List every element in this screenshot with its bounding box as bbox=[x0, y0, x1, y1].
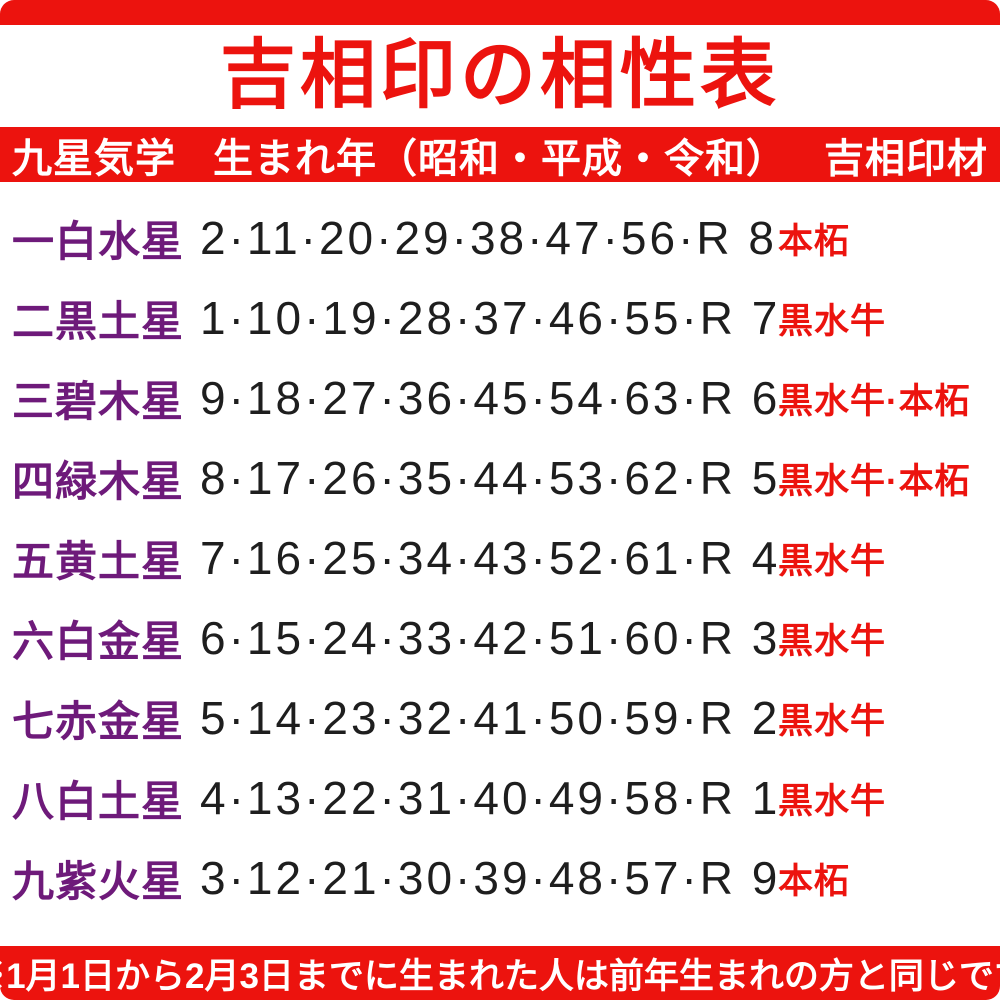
page-title: 吉相印の相性表 bbox=[220, 33, 780, 118]
footer-note-band: ※1月1日から2月3日までに生まれた人は前年生まれの方と同じです bbox=[0, 946, 1000, 1000]
footer-note: ※1月1日から2月3日までに生まれた人は前年生まれの方と同じです bbox=[0, 956, 1000, 996]
table-row: 一白水星 2·11·20·29·38·47·56·R 8 本柘 bbox=[0, 198, 1000, 278]
star-name: 八白土星 bbox=[12, 777, 185, 825]
table-row: 七赤金星 5·14·23·32·41·50·59·R 2 黒水牛 bbox=[0, 678, 1000, 758]
star-name: 一白水星 bbox=[12, 217, 185, 265]
seal-material: 黒水牛 bbox=[778, 301, 887, 341]
table-header-band: 九星気学 生まれ年（昭和・平成・令和） 吉相印材 bbox=[0, 127, 1000, 182]
birth-years: 8·17·26·35·44·53·62·R 5 bbox=[200, 452, 781, 504]
seal-material: 黒水牛·本柘 bbox=[778, 461, 971, 501]
table-row: 九紫火星 3·12·21·30·39·48·57·R 9 本柘 bbox=[0, 838, 1000, 918]
birth-years: 4·13·22·31·40·49·58·R 1 bbox=[200, 772, 781, 824]
birth-years: 7·16·25·34·43·52·61·R 4 bbox=[200, 532, 781, 584]
table-row: 二黒土星 1·10·19·28·37·46·55·R 7 黒水牛 bbox=[0, 278, 1000, 358]
compatibility-table: 一白水星 2·11·20·29·38·47·56·R 8 本柘 二黒土星 1·1… bbox=[0, 198, 1000, 918]
seal-material: 黒水牛·本柘 bbox=[778, 381, 971, 421]
header-col-year: 生まれ年（昭和・平成・令和） bbox=[213, 136, 787, 181]
table-row: 五黄土星 7·16·25·34·43·52·61·R 4 黒水牛 bbox=[0, 518, 1000, 598]
header-col-material: 吉相印材 bbox=[824, 136, 988, 181]
star-name: 六白金星 bbox=[12, 617, 185, 665]
seal-material: 黒水牛 bbox=[778, 781, 887, 821]
star-name: 三碧木星 bbox=[12, 377, 185, 425]
seal-material: 本柘 bbox=[778, 221, 851, 261]
table-row: 六白金星 6·15·24·33·42·51·60·R 3 黒水牛 bbox=[0, 598, 1000, 678]
top-red-bar bbox=[0, 0, 1000, 25]
seal-material: 黒水牛 bbox=[778, 701, 887, 741]
table-row: 四緑木星 8·17·26·35·44·53·62·R 5 黒水牛·本柘 bbox=[0, 438, 1000, 518]
star-name: 五黄土星 bbox=[12, 537, 185, 585]
birth-years: 3·12·21·30·39·48·57·R 9 bbox=[200, 852, 781, 904]
star-name: 七赤金星 bbox=[12, 697, 185, 745]
birth-years: 5·14·23·32·41·50·59·R 2 bbox=[200, 692, 781, 744]
table-row: 三碧木星 9·18·27·36·45·54·63·R 6 黒水牛·本柘 bbox=[0, 358, 1000, 438]
birth-years: 9·18·27·36·45·54·63·R 6 bbox=[200, 372, 781, 424]
seal-material: 黒水牛 bbox=[778, 541, 887, 581]
birth-years: 2·11·20·29·38·47·56·R 8 bbox=[200, 212, 777, 264]
star-name: 二黒土星 bbox=[12, 297, 185, 345]
seal-material: 黒水牛 bbox=[778, 621, 887, 661]
birth-years: 1·10·19·28·37·46·55·R 7 bbox=[200, 292, 781, 344]
seal-material: 本柘 bbox=[778, 861, 851, 901]
header-col-star: 九星気学 bbox=[12, 136, 176, 181]
star-name: 四緑木星 bbox=[12, 457, 185, 505]
table-row: 八白土星 4·13·22·31·40·49·58·R 1 黒水牛 bbox=[0, 758, 1000, 838]
star-name: 九紫火星 bbox=[12, 857, 185, 905]
birth-years: 6·15·24·33·42·51·60·R 3 bbox=[200, 612, 781, 664]
